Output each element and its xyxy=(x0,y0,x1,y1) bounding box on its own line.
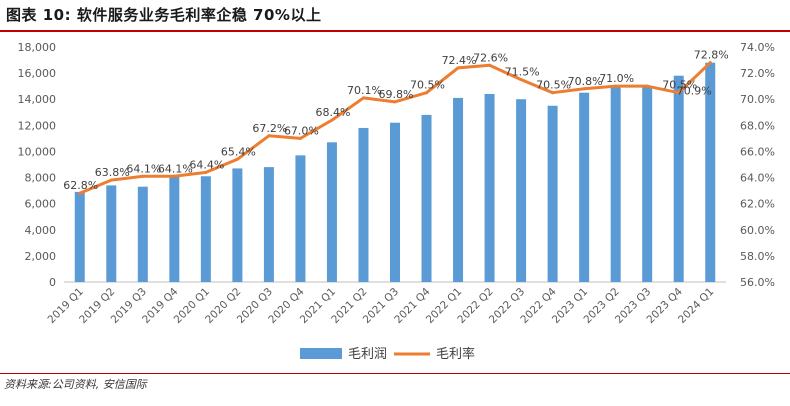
bar xyxy=(484,94,495,282)
bar xyxy=(673,75,684,282)
left-y-tick-label: 16,000 xyxy=(18,67,57,80)
line-point xyxy=(456,66,460,70)
line-data-label: 72.4% xyxy=(442,54,477,67)
line-point xyxy=(614,84,618,88)
right-y-tick-label: 68.0% xyxy=(740,119,775,132)
right-y-tick-label: 64.0% xyxy=(740,172,775,185)
legend-swatch-bar xyxy=(300,348,342,359)
bar xyxy=(74,191,85,282)
left-y-tick-label: 12,000 xyxy=(18,119,57,132)
legend: 毛利润 毛利率 xyxy=(300,346,475,362)
line-point xyxy=(235,157,239,161)
line-point xyxy=(141,174,145,178)
chart: 62.8%63.8%64.1%64.1%64.4%65.4%67.2%67.0%… xyxy=(18,41,775,362)
line-data-label: 68.4% xyxy=(315,106,350,119)
line-data-label: 63.8% xyxy=(95,166,130,179)
line-data-label: 72.6% xyxy=(473,51,508,64)
right-y-tick-label: 56.0% xyxy=(740,276,775,289)
line-point xyxy=(519,78,523,82)
left-y-tick-label: 14,000 xyxy=(18,93,57,106)
line-point xyxy=(267,134,271,138)
left-y-tick-label: 2,000 xyxy=(25,250,57,263)
line-point xyxy=(330,118,334,122)
bar-series xyxy=(74,62,716,283)
right-y-tick-label: 72.0% xyxy=(740,67,775,80)
left-y-tick-label: 4,000 xyxy=(25,224,57,237)
footer-divider xyxy=(0,373,790,374)
right-y-tick-label: 70.0% xyxy=(740,93,775,106)
bar xyxy=(326,142,337,282)
right-y-tick-label: 74.0% xyxy=(740,41,775,54)
line-point xyxy=(109,178,113,182)
bar xyxy=(358,127,369,282)
line-data-label: 72.8% xyxy=(694,49,729,62)
right-y-tick-label: 62.0% xyxy=(740,198,775,211)
bar xyxy=(200,176,211,282)
line-point xyxy=(488,63,492,67)
right-y-tick-label: 58.0% xyxy=(740,250,775,263)
bar xyxy=(547,105,558,282)
line-point xyxy=(645,84,649,88)
line-data-label: 67.0% xyxy=(284,124,319,137)
data-labels: 62.8%63.8%64.1%64.1%64.4%65.4%67.2%67.0%… xyxy=(63,49,728,193)
line-data-label: 70.9% xyxy=(677,85,712,98)
left-y-tick-label: 8,000 xyxy=(25,172,57,185)
bar xyxy=(169,176,180,282)
bar xyxy=(232,168,243,282)
bar xyxy=(137,186,148,282)
line-series xyxy=(78,61,712,195)
bar xyxy=(106,185,117,282)
bar xyxy=(421,114,432,282)
line-point xyxy=(393,100,397,104)
bar xyxy=(453,97,464,283)
line-data-label: 70.5% xyxy=(536,79,571,92)
bar xyxy=(705,62,716,282)
line-point xyxy=(708,61,712,65)
line-data-label: 71.0% xyxy=(599,72,634,85)
line-data-label: 65.4% xyxy=(221,145,256,158)
bar xyxy=(610,87,621,282)
bar xyxy=(642,87,653,282)
left-y-tick-label: 0 xyxy=(49,276,56,289)
line-point xyxy=(361,96,365,100)
line-point xyxy=(172,174,176,178)
legend-label: 毛利率 xyxy=(436,346,475,362)
line-data-label: 64.1% xyxy=(158,162,193,175)
line-data-label: 70.5% xyxy=(410,79,445,92)
line-data-label: 71.5% xyxy=(505,66,540,79)
bar xyxy=(295,155,306,282)
figure-title: 图表 10: 软件服务业务毛利率企稳 70%以上 xyxy=(6,6,322,24)
right-y-tick-label: 60.0% xyxy=(740,224,775,237)
line-point xyxy=(298,136,302,140)
left-y-tick-label: 18,000 xyxy=(18,41,57,54)
line-data-label: 70.5% xyxy=(662,79,697,92)
line-point xyxy=(204,170,208,174)
line-data-label: 70.8% xyxy=(568,75,603,88)
line-point xyxy=(582,87,586,91)
right-y-tick-label: 66.0% xyxy=(740,145,775,158)
line-data-label: 62.8% xyxy=(63,179,98,192)
line-point xyxy=(551,91,555,95)
line-point xyxy=(677,91,681,95)
legend-label: 毛利润 xyxy=(348,347,387,362)
line-point xyxy=(425,91,429,95)
bar xyxy=(390,122,400,282)
title-divider xyxy=(0,30,790,32)
bar xyxy=(516,99,527,282)
source-note: 资料来源:公司资料, 安信国际 xyxy=(4,378,147,391)
bar xyxy=(263,167,274,282)
line-point xyxy=(78,191,82,195)
left-y-tick-label: 10,000 xyxy=(18,145,57,158)
line-data-label: 70.1% xyxy=(347,84,382,97)
line-data-label: 69.8% xyxy=(379,88,414,101)
line-data-label: 64.4% xyxy=(189,158,224,171)
line-data-label: 64.1% xyxy=(126,162,161,175)
line-data-label: 67.2% xyxy=(252,122,287,135)
left-y-tick-label: 6,000 xyxy=(25,198,57,211)
bar xyxy=(579,92,590,282)
